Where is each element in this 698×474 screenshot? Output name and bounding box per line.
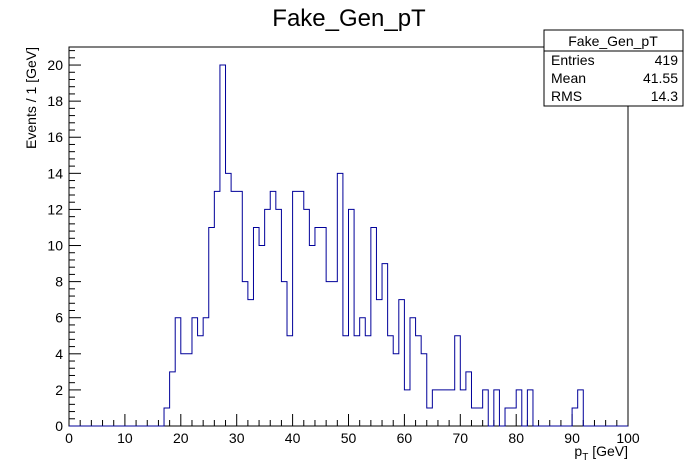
stats-mean-label: Mean xyxy=(551,70,586,86)
y-tick-label: 6 xyxy=(55,310,63,326)
y-tick-label: 2 xyxy=(55,382,63,398)
y-tick-label: 4 xyxy=(55,346,63,362)
y-axis-label: Events / 1 [GeV] xyxy=(23,47,39,149)
x-axis-label-sub: T xyxy=(582,452,588,463)
y-tick-label: 10 xyxy=(47,238,63,254)
y-tick-label: 16 xyxy=(47,129,63,145)
y-tick-label: 8 xyxy=(55,274,63,290)
stats-entries-value: 419 xyxy=(655,52,679,68)
x-axis-label: pT [GeV] xyxy=(574,443,628,463)
y-tick-label: 18 xyxy=(47,93,63,109)
axes-ticks xyxy=(68,50,629,427)
y-tick-label: 14 xyxy=(47,165,63,181)
stats-mean-value: 41.55 xyxy=(643,70,678,86)
x-axis-label-unit: [GeV] xyxy=(588,443,628,459)
stats-entries-label: Entries xyxy=(551,52,595,68)
x-tick-label: 60 xyxy=(397,430,413,446)
stats-rms-value: 14.3 xyxy=(651,88,678,104)
x-tick-label: 70 xyxy=(453,430,469,446)
stats-rms-label: RMS xyxy=(551,88,582,104)
x-tick-label: 40 xyxy=(285,430,301,446)
stats-box-frame xyxy=(543,29,684,107)
x-tick-label: 50 xyxy=(341,430,357,446)
x-tick-label: 90 xyxy=(564,430,580,446)
y-tick-label: 20 xyxy=(47,57,63,73)
chart-title: Fake_Gen_pT xyxy=(272,5,426,32)
x-tick-label: 100 xyxy=(616,430,640,446)
y-tick-label: 12 xyxy=(47,201,63,217)
x-tick-label: 0 xyxy=(65,430,73,446)
x-tick-label: 80 xyxy=(508,430,524,446)
x-tick-label: 10 xyxy=(117,430,133,446)
x-tick-label: 30 xyxy=(229,430,245,446)
x-axis-label-main: p xyxy=(574,443,582,459)
stats-box: Fake_Gen_pT Entries 419 Mean 41.55 RMS 1… xyxy=(543,29,684,107)
histogram-line xyxy=(69,64,628,427)
tick-labels: 0 10 20 30 40 50 60 70 80 90 100 0 2 4 6 8 10 12 14 16 18 20 xyxy=(47,57,639,446)
y-tick-label: 0 xyxy=(55,418,63,434)
stats-box-title: Fake_Gen_pT xyxy=(568,33,658,49)
x-tick-label: 20 xyxy=(173,430,189,446)
